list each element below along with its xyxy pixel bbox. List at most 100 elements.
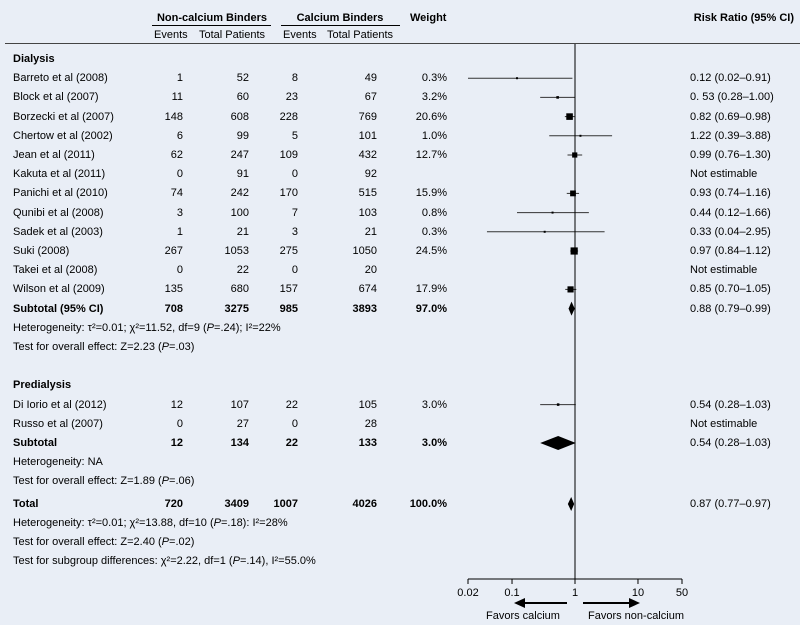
group-1-study-9-weight: 0.3% <box>421 225 447 238</box>
group-1-study-7-weight: 15.9% <box>415 187 447 200</box>
group-1-study-8-name: Qunibi et al (2008) <box>13 206 104 219</box>
group-1-study-10-total-calcium: 1050 <box>352 245 377 257</box>
group-2-subtotal-events-noncalcium: 12 <box>170 437 183 449</box>
group-1-study-1-events-noncalcium: 1 <box>176 72 183 85</box>
group-1-study-12-total-noncalcium: 680 <box>230 283 249 296</box>
x-axis-tick-label-3: 1 <box>572 587 578 599</box>
group-1-study-4-point-estimate <box>579 134 582 137</box>
group-1-study-10-events-noncalcium: 267 <box>164 245 183 257</box>
group-2-study-1-point-estimate <box>556 403 560 406</box>
group-1-study-1-events-calcium: 8 <box>291 72 298 85</box>
group-1-subtotal-total-calcium: 3893 <box>352 302 377 315</box>
group-2-study-1-total-noncalcium: 107 <box>230 398 249 411</box>
total-heterogeneity: Heterogeneity: τ²=0.01; χ²=13.88, df=10 … <box>13 517 288 529</box>
group-1-study-9-total-calcium: 21 <box>364 225 377 238</box>
group-2-heterogeneity: Heterogeneity: NA <box>13 456 103 469</box>
total-patients-header-calcium: Total Patients <box>327 29 394 41</box>
group-1-study-6-events-calcium: 0 <box>291 168 298 181</box>
group-1-study-3-events-calcium: 228 <box>279 110 298 123</box>
group-2-subtotal-total-calcium: 133 <box>358 437 377 449</box>
group-2-study-2-name: Russo et al (2007) <box>13 417 103 430</box>
total-total-noncalcium: 3409 <box>224 498 249 510</box>
group-1-study-8-events-noncalcium: 3 <box>176 206 183 219</box>
x-axis-tick-label-4: 10 <box>632 587 644 599</box>
group-1-subtotal-weight: 97.0% <box>415 302 447 315</box>
group-2-study-1-events-calcium: 22 <box>285 398 298 411</box>
group-1-study-11-name: Takei et al (2008) <box>13 264 98 277</box>
weight-header: Weight <box>410 12 447 24</box>
events-header-calcium: Events <box>283 29 317 41</box>
noncalcium-group-header: Non-calcium Binders <box>156 12 268 24</box>
group-1-study-6-events-noncalcium: 0 <box>176 168 183 181</box>
group-2-study-1-events-noncalcium: 12 <box>170 398 183 411</box>
group-1-study-12-events-calcium: 157 <box>279 283 298 296</box>
group-2-study-2-events-noncalcium: 0 <box>176 417 183 430</box>
group-2-subtotal-label: Subtotal <box>13 437 57 449</box>
group-1-study-7-risk-ratio-ci: 0.93 (0.74–1.16) <box>690 187 771 200</box>
group-1-study-6-total-calcium: 92 <box>364 168 377 181</box>
group-1-study-5-events-noncalcium: 62 <box>170 149 183 161</box>
total-patients-header-noncalcium: Total Patients <box>199 29 266 41</box>
calcium-group-header: Calcium Binders <box>296 12 384 24</box>
group-1-study-7-name: Panichi et al (2010) <box>13 187 108 200</box>
group-2-subtotal-total-noncalcium: 134 <box>230 437 249 449</box>
group-2-subtotal-risk-ratio-ci: 0.54 (0.28–1.03) <box>690 437 771 449</box>
x-axis-tick-label-5: 50 <box>676 587 688 599</box>
group-1-study-12-point-estimate <box>567 286 574 293</box>
group-1-study-4-name: Chertow et al (2002) <box>13 129 113 142</box>
group-1-study-7-events-noncalcium: 74 <box>170 187 183 200</box>
group-1-overall-effect: Test for overall effect: Z=2.23 (P=.03) <box>13 341 195 353</box>
favors-calcium-arrow-head <box>514 598 525 608</box>
group-1-study-3-name: Borzecki et al (2007) <box>13 110 114 123</box>
group-1-study-10-risk-ratio-ci: 0.97 (0.84–1.12) <box>690 245 771 257</box>
favors-noncalcium-label: Favors non-calcium <box>588 610 684 622</box>
group-1-subtotal-events-calcium: 985 <box>279 302 298 315</box>
group-1-study-7-total-calcium: 515 <box>358 187 377 200</box>
group-1-study-12-name: Wilson et al (2009) <box>13 283 105 296</box>
group-1-study-2-weight: 3.2% <box>421 91 447 104</box>
total-total-calcium: 4026 <box>352 498 377 510</box>
total-events-noncalcium: 720 <box>164 498 183 510</box>
favors-calcium-label: Favors calcium <box>486 610 560 622</box>
subgroup-differences-test: Test for subgroup differences: χ²=2.22, … <box>13 555 316 567</box>
risk-ratio-header: Risk Ratio (95% CI) <box>693 12 794 24</box>
group-1-study-2-events-calcium: 23 <box>285 91 298 104</box>
calcium-header-rule <box>281 25 400 26</box>
group-1-study-7-events-calcium: 170 <box>279 187 298 200</box>
group-2-study-2-risk-ratio-ci: Not estimable <box>690 417 758 430</box>
group-2-subtotal-diamond <box>540 436 576 450</box>
group-1-study-10-total-noncalcium: 1053 <box>224 245 249 257</box>
group-1-study-2-name: Block et al (2007) <box>13 91 99 104</box>
group-2-study-1-total-calcium: 105 <box>358 398 377 411</box>
group-1-subtotal-total-noncalcium: 3275 <box>224 302 249 315</box>
group-1-study-8-total-calcium: 103 <box>358 206 377 219</box>
group-1-study-1-risk-ratio-ci: 0.12 (0.02–0.91) <box>690 72 771 85</box>
group-1-study-11-events-noncalcium: 0 <box>176 264 183 277</box>
group-1-study-1-total-calcium: 49 <box>364 72 377 85</box>
group-1-study-5-events-calcium: 109 <box>279 149 298 161</box>
group-1-subtotal-events-noncalcium: 708 <box>164 302 183 315</box>
group-1-study-12-total-calcium: 674 <box>358 283 377 296</box>
group-1-study-3-risk-ratio-ci: 0.82 (0.69–0.98) <box>690 110 771 123</box>
group-1-study-3-total-calcium: 769 <box>358 110 377 123</box>
group-1-study-3-weight: 20.6% <box>415 110 447 123</box>
group-1-study-10-point-estimate <box>570 247 578 255</box>
group-1-study-5-total-calcium: 432 <box>358 149 377 161</box>
group-2-study-2-total-noncalcium: 27 <box>236 417 249 430</box>
group-1-study-9-risk-ratio-ci: 0.33 (0.04–2.95) <box>690 225 771 238</box>
group-1-subtotal-label: Subtotal (95% CI) <box>13 302 104 315</box>
group-1-study-2-risk-ratio-ci: 0. 53 (0.28–1.00) <box>690 91 774 104</box>
group-1-study-7-point-estimate <box>570 190 576 197</box>
x-axis-tick-label-1: 0.02 <box>457 587 478 599</box>
group-2-subtotal-events-calcium: 22 <box>285 437 298 449</box>
group-1-study-9-point-estimate <box>543 230 546 233</box>
group-1-study-9-name: Sadek et al (2003) <box>13 225 103 238</box>
group-1-study-11-total-calcium: 20 <box>364 264 377 277</box>
noncalcium-header-rule <box>152 25 271 26</box>
group-1-study-5-risk-ratio-ci: 0.99 (0.76–1.30) <box>690 149 771 161</box>
group-1-study-2-events-noncalcium: 11 <box>171 91 183 104</box>
total-risk-ratio-ci: 0.87 (0.77–0.97) <box>690 498 771 510</box>
group-2-study-1-risk-ratio-ci: 0.54 (0.28–1.03) <box>690 398 771 411</box>
